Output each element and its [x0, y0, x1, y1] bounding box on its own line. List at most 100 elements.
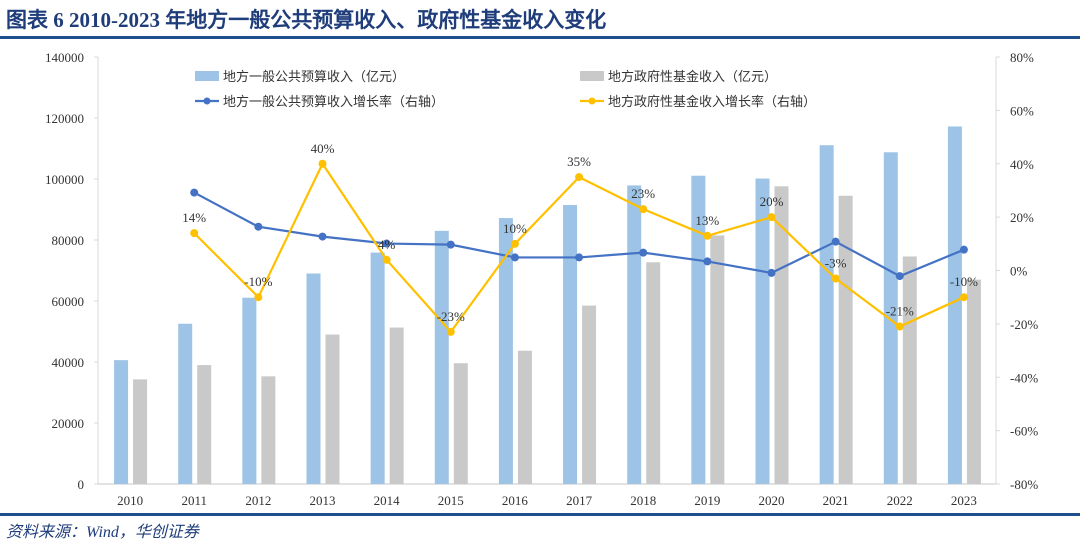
budget-revenue-bar	[434, 230, 449, 484]
fund-growth-point	[895, 322, 904, 331]
x-tick-label: 2010	[117, 493, 143, 508]
left-tick-label: 140000	[45, 50, 84, 65]
budget-revenue-bar	[114, 360, 129, 484]
legend-label: 地方政府性基金收入增长率（右轴）	[608, 94, 816, 109]
x-tick-label: 2013	[310, 493, 336, 508]
budget-revenue-bar	[370, 252, 385, 484]
fund-growth-point	[318, 159, 327, 168]
fund-revenue-bar	[261, 376, 276, 484]
fund-revenue-bar	[902, 256, 917, 484]
left-tick-label: 20000	[52, 416, 85, 431]
right-tick-label: 60%	[1010, 103, 1034, 118]
fund-revenue-bar	[710, 235, 725, 484]
legend-marker	[203, 97, 211, 105]
fund-growth-data-label: 35%	[567, 154, 591, 169]
fund-growth-point	[959, 293, 968, 302]
fund-growth-point	[446, 327, 455, 336]
fund-revenue-bar	[582, 305, 597, 484]
fund-growth-data-label: -3%	[825, 256, 847, 271]
fund-revenue-bar	[453, 363, 468, 484]
legend-swatch	[580, 71, 604, 81]
footer-rule	[0, 513, 1080, 516]
budget-revenue-bar	[563, 205, 578, 485]
fund-growth-data-label: -23%	[437, 309, 465, 324]
right-tick-label: -40%	[1010, 370, 1038, 385]
fund-revenue-bar	[133, 379, 148, 484]
budget-growth-point	[703, 257, 712, 266]
budget-revenue-bar	[883, 152, 898, 485]
x-tick-label: 2021	[823, 493, 849, 508]
right-tick-label: -20%	[1010, 317, 1038, 332]
fund-growth-point	[703, 231, 712, 240]
right-tick-label: 40%	[1010, 157, 1034, 172]
fund-growth-point	[190, 229, 199, 238]
title-rule	[0, 36, 1080, 39]
left-tick-label: 60000	[52, 294, 85, 309]
right-tick-label: -80%	[1010, 477, 1038, 492]
x-tick-label: 2022	[887, 493, 913, 508]
x-tick-label: 2020	[759, 493, 785, 508]
fund-growth-point	[254, 293, 263, 302]
budget-growth-point	[254, 222, 263, 231]
right-tick-label: 20%	[1010, 210, 1034, 225]
fund-growth-data-label: -21%	[886, 304, 914, 319]
fund-revenue-bar	[774, 186, 789, 484]
x-tick-label: 2016	[502, 493, 529, 508]
fund-revenue-bar	[966, 279, 981, 484]
budget-growth-point	[446, 240, 455, 249]
budget-growth-point	[639, 248, 648, 257]
fund-growth-point	[639, 205, 648, 214]
fund-growth-point	[382, 255, 391, 264]
fund-revenue-bar	[325, 334, 340, 484]
right-tick-label: 0%	[1010, 264, 1028, 279]
budget-revenue-bar	[819, 145, 834, 484]
budget-growth-point	[767, 268, 776, 277]
budget-revenue-bar	[755, 178, 770, 484]
budget-revenue-bar	[691, 175, 706, 484]
fund-growth-data-label: 40%	[311, 141, 335, 156]
fund-growth-data-label: 20%	[760, 194, 784, 209]
fund-revenue-bar	[646, 262, 661, 484]
fund-growth-data-label: 13%	[695, 213, 719, 228]
fund-revenue-bar	[517, 350, 532, 484]
budget-growth-point	[575, 253, 584, 262]
x-tick-label: 2014	[374, 493, 401, 508]
x-tick-label: 2011	[181, 493, 207, 508]
left-tick-label: 40000	[52, 355, 85, 370]
budget-revenue-bar	[242, 297, 257, 484]
left-tick-label: 0	[78, 477, 85, 492]
fund-growth-data-label: 14%	[182, 210, 206, 225]
budget-growth-point	[895, 272, 904, 281]
right-tick-label: -60%	[1010, 424, 1038, 439]
fund-revenue-bar	[838, 195, 853, 484]
left-tick-label: 100000	[45, 172, 84, 187]
fund-growth-point	[767, 213, 776, 222]
legend-label: 地方一般公共预算收入增长率（右轴）	[223, 94, 444, 109]
budget-growth-point	[831, 237, 840, 246]
fund-revenue-bar	[197, 365, 212, 484]
budget-growth-point	[318, 232, 327, 241]
fund-growth-data-label: -10%	[244, 274, 272, 289]
legend-label: 地方一般公共预算收入（亿元）	[223, 69, 405, 84]
x-tick-label: 2023	[951, 493, 977, 508]
x-tick-label: 2012	[245, 493, 271, 508]
budget-revenue-bar	[498, 218, 513, 485]
fund-revenue-bar	[389, 327, 404, 484]
legend-label: 地方政府性基金收入（亿元）	[608, 69, 777, 84]
source-note: 资料来源：Wind，华创证券	[6, 524, 199, 541]
x-tick-label: 2017	[566, 493, 593, 508]
budget-growth-point	[510, 253, 519, 262]
left-tick-label: 120000	[45, 111, 84, 126]
fund-growth-point	[575, 173, 584, 182]
budget-revenue-bar	[627, 185, 642, 484]
budget-revenue-bar	[306, 273, 321, 484]
fund-growth-data-label: 4%	[378, 237, 396, 252]
right-tick-label: 80%	[1010, 50, 1034, 65]
budget-growth-point	[959, 245, 968, 254]
budget-revenue-bar	[178, 323, 193, 484]
fund-growth-point	[831, 274, 840, 283]
fund-growth-data-label: 10%	[503, 221, 527, 236]
x-tick-label: 2018	[630, 493, 656, 508]
left-tick-label: 80000	[52, 233, 85, 248]
fund-growth-data-label: 23%	[631, 186, 655, 201]
